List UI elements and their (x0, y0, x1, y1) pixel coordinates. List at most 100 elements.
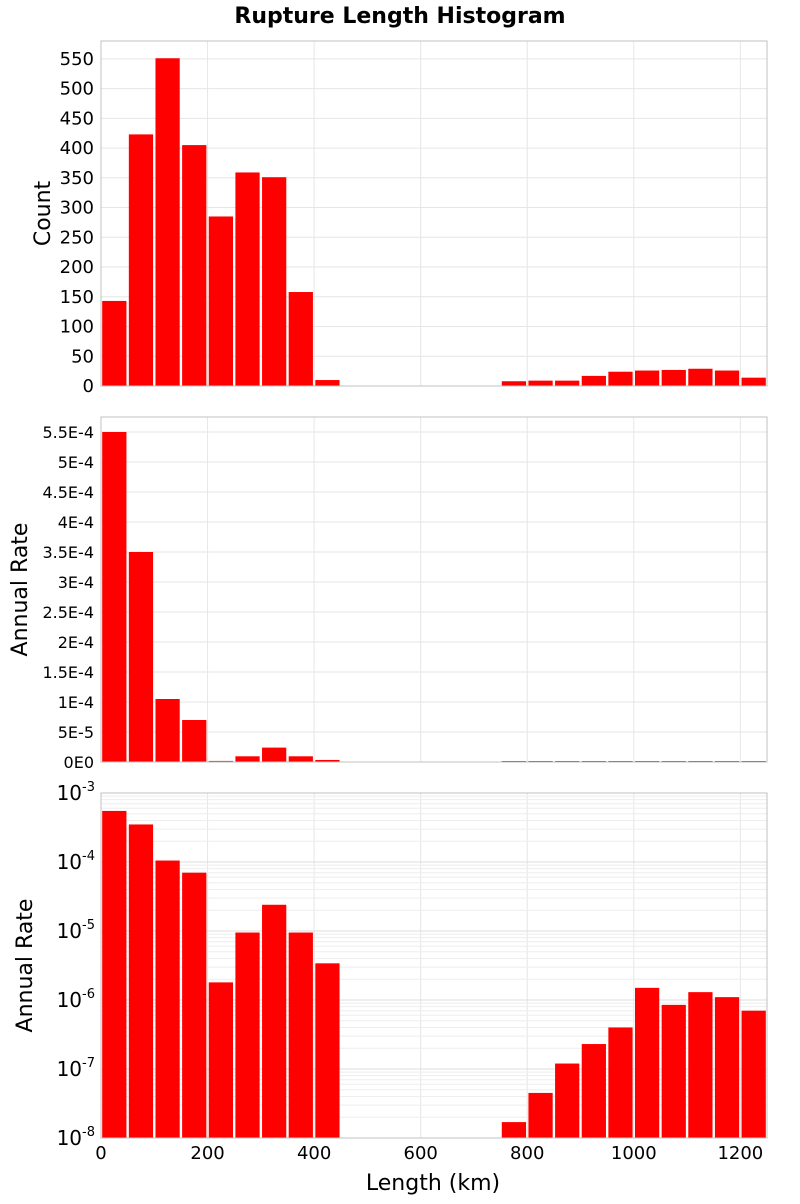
bar (555, 380, 580, 386)
plot-frame (100, 792, 768, 1139)
y-tick-label: 550 (60, 49, 94, 70)
bar (608, 371, 633, 386)
bar (208, 982, 233, 1138)
y-tick-label: 100 (60, 317, 94, 338)
bar (262, 177, 287, 386)
y-tick-labels: 0E0 5E-5 1E-4 1.5E-4 2E-4 2.5E-4 3E-4 3.5E-4 4E-… (42, 423, 94, 772)
y-tick-label: 150 (60, 287, 94, 308)
bar (155, 860, 180, 1138)
x-tick-label: 0 (95, 1143, 106, 1164)
y-tick-base: 10 (57, 781, 82, 805)
plot-frame (100, 416, 768, 763)
y-tick-label: 10-5 (57, 918, 95, 943)
x-tick-labels: 0 200 400 600 800 1000 1200 (95, 1143, 763, 1164)
y-tick-label: 10-6 (57, 987, 95, 1012)
y-tick-label: 4E-4 (58, 513, 94, 532)
bar (288, 756, 313, 762)
x-tick-label: 400 (297, 1143, 331, 1164)
y-tick-label: 300 (60, 198, 94, 219)
bar (102, 432, 127, 762)
bars (102, 432, 766, 762)
bar (235, 932, 260, 1138)
x-tick-label: 200 (190, 1143, 224, 1164)
bar (208, 216, 233, 386)
y-tick-base: 10 (57, 850, 82, 874)
y-tick-base: 10 (57, 988, 82, 1012)
y-tick-label: 2.5E-4 (42, 603, 94, 622)
bar (528, 380, 553, 386)
panel-rate-linear: 0E0 5E-5 1E-4 1.5E-4 2E-4 2.5E-4 3E-4 3.5E-4 4E-… (8, 416, 768, 772)
y-tick-label: 50 (71, 346, 94, 367)
plot-frame (100, 40, 768, 387)
y-tick-label: 0 (83, 376, 94, 397)
y-tick-labels: 10-810-710-610-510-410-3 (57, 780, 95, 1150)
chart-panels: 050100150200250300350400450500550Count0E… (8, 40, 768, 1164)
bar (661, 369, 686, 386)
bar (714, 370, 740, 386)
bar (741, 377, 766, 386)
bar (315, 380, 340, 386)
y-tick-label: 5E-4 (58, 453, 94, 472)
x-tick-label: 600 (404, 1143, 438, 1164)
bar (102, 810, 127, 1138)
bar (315, 963, 340, 1138)
y-tick-label: 3E-4 (58, 573, 94, 592)
bar (555, 1063, 580, 1138)
bar (102, 300, 127, 386)
bar (635, 370, 660, 386)
bar (688, 368, 713, 386)
y-tick-label: 10-3 (57, 780, 95, 805)
y-tick-exponent: -8 (82, 1125, 95, 1140)
y-tick-label: 0E0 (64, 753, 94, 772)
y-tick-exponent: -5 (82, 918, 95, 933)
y-tick-label: 5E-5 (58, 723, 94, 742)
bar (501, 381, 527, 386)
x-tick-label: 1200 (717, 1143, 763, 1164)
bar (182, 872, 207, 1138)
bars (102, 810, 766, 1138)
chart-title: Rupture Length Histogram (234, 4, 565, 29)
bar (288, 292, 313, 386)
y-tick-label: 1.5E-4 (42, 663, 94, 682)
bar (608, 1027, 633, 1138)
bar (741, 1010, 766, 1138)
bar (155, 699, 180, 762)
bar (235, 172, 260, 386)
y-tick-label: 5.5E-4 (42, 423, 94, 442)
y-tick-exponent: -3 (82, 780, 95, 795)
y-tick-label: 450 (60, 108, 94, 129)
y-tick-label: 400 (60, 138, 94, 159)
bar (714, 997, 740, 1138)
bar (528, 1092, 553, 1138)
bars (102, 58, 766, 386)
x-axis-label: Length (km) (366, 1171, 500, 1196)
bar (688, 992, 713, 1138)
y-tick-base: 10 (57, 1126, 82, 1150)
bar (155, 58, 180, 386)
bar (235, 756, 260, 762)
bar (182, 720, 207, 762)
bar (581, 375, 606, 386)
y-tick-label: 2E-4 (58, 633, 94, 652)
y-tick-label: 350 (60, 168, 94, 189)
bar (182, 145, 207, 386)
y-tick-label: 3.5E-4 (42, 543, 94, 562)
bar (128, 134, 154, 386)
bar (635, 987, 660, 1138)
bar (288, 932, 313, 1138)
y-tick-exponent: -4 (82, 849, 95, 864)
y-tick-base: 10 (57, 1057, 82, 1081)
y-axis-label: Count (31, 180, 56, 246)
y-tick-label: 1E-4 (58, 693, 94, 712)
y-tick-label: 10-4 (57, 849, 95, 874)
y-tick-exponent: -6 (82, 987, 95, 1002)
bar (315, 759, 340, 762)
bar (262, 904, 287, 1138)
x-tick-label: 1000 (611, 1143, 657, 1164)
bar (128, 552, 154, 762)
y-tick-base: 10 (57, 919, 82, 943)
y-tick-label: 500 (60, 79, 94, 100)
y-tick-label: 10-7 (57, 1056, 95, 1081)
